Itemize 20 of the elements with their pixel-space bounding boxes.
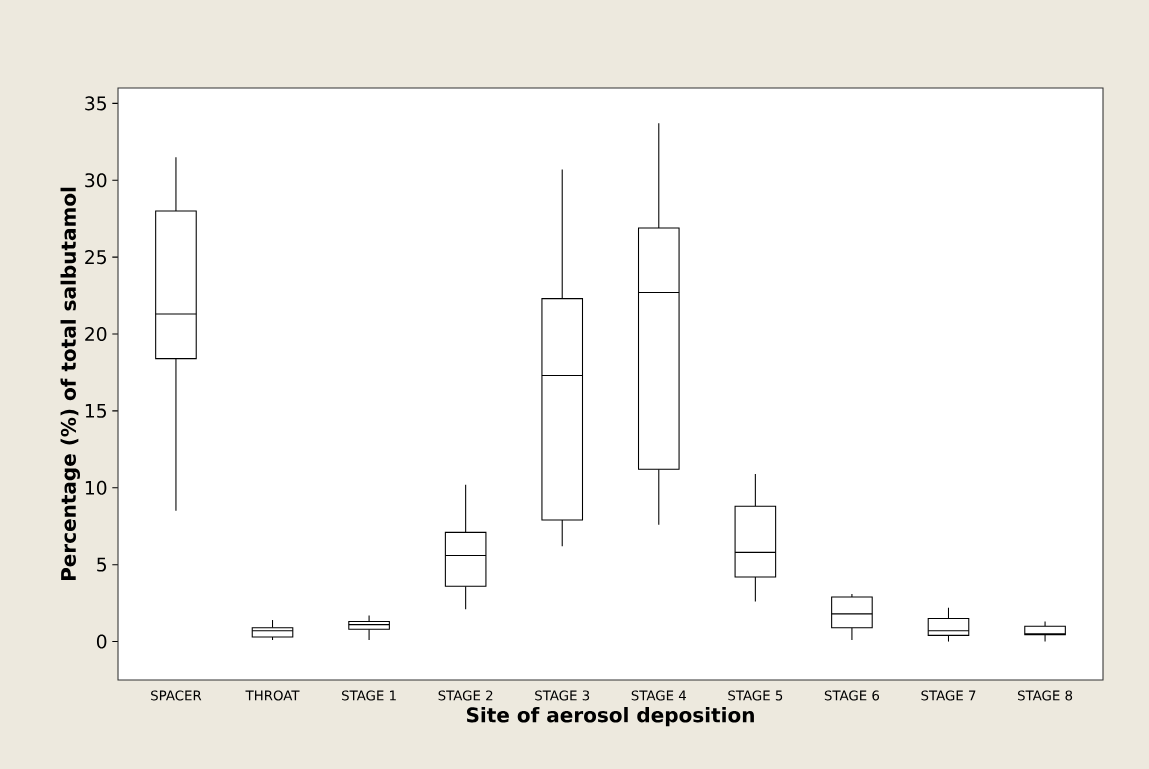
x-tick-label: STAGE 5 [728,690,783,701]
x-tick-label: STAGE 4 [631,690,687,701]
x-tick-label: STAGE 8 [1017,690,1073,701]
x-tick-label: STAGE 7 [921,690,976,701]
x-tick-label: THROAT [245,690,300,701]
x-tick-label: STAGE 3 [535,690,590,701]
y-tick-label: 35 [85,96,106,111]
y-tick-label: 10 [85,480,107,495]
y-tick-label: 0 [96,634,107,649]
x-tick-label: SPACER [151,690,202,701]
y-axis-title: Percentage (%) of total salbutamol [60,187,81,581]
x-tick-label: STAGE 1 [341,690,396,701]
y-tick-label: 15 [85,403,106,418]
x-tick-label: STAGE 2 [438,690,493,701]
y-tick-label: 25 [85,250,106,265]
x-tick-label: STAGE 6 [824,690,880,701]
x-axis-title: Site of aerosol deposition [466,706,754,727]
y-tick-label: 30 [85,173,107,188]
y-tick-label: 20 [85,326,107,342]
y-tick-label: 5 [97,557,106,572]
